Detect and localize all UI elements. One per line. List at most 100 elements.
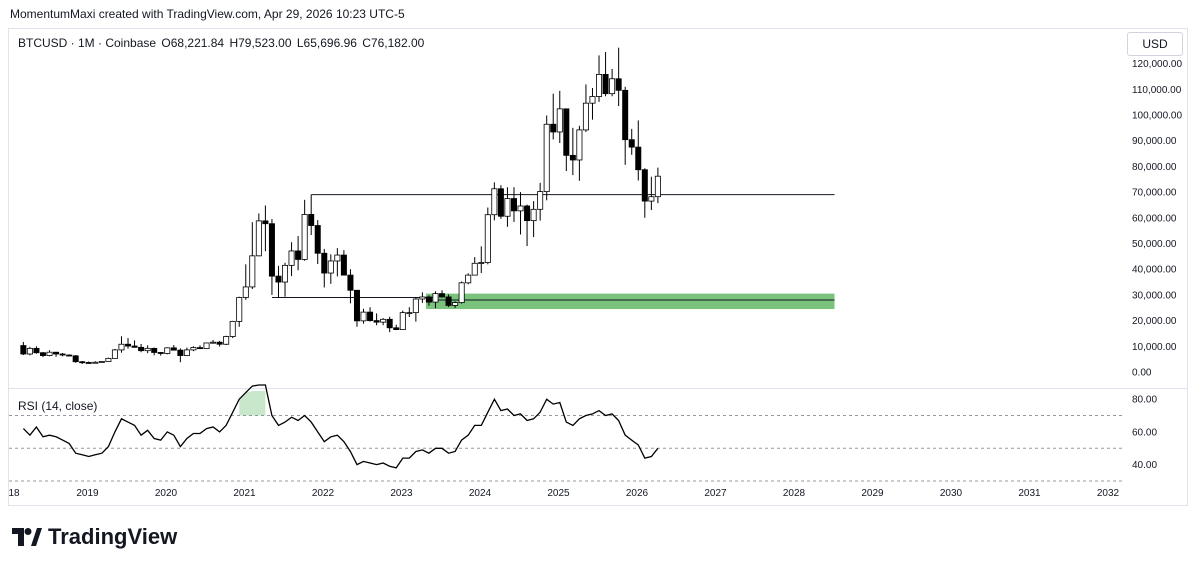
candle-body[interactable] bbox=[282, 264, 289, 283]
candle-body[interactable] bbox=[66, 354, 73, 357]
candle-body[interactable] bbox=[530, 208, 537, 222]
candle-body[interactable] bbox=[380, 318, 387, 323]
candle-body[interactable] bbox=[255, 220, 262, 257]
candle-body[interactable] bbox=[190, 347, 197, 351]
candle-body[interactable] bbox=[504, 198, 511, 217]
candle-body[interactable] bbox=[314, 225, 321, 254]
candle-body[interactable] bbox=[138, 346, 145, 352]
candle-body[interactable] bbox=[556, 108, 563, 133]
candle-body[interactable] bbox=[249, 255, 256, 288]
candle-body[interactable] bbox=[157, 352, 164, 354]
candle-body[interactable] bbox=[144, 347, 151, 352]
candle-body[interactable] bbox=[151, 347, 158, 353]
candle-body[interactable] bbox=[628, 139, 635, 148]
candle-body[interactable] bbox=[471, 262, 478, 276]
candle-body[interactable] bbox=[569, 154, 576, 161]
candle-body[interactable] bbox=[216, 341, 223, 345]
candle-body[interactable] bbox=[399, 312, 406, 330]
candle-body[interactable] bbox=[491, 188, 498, 216]
candle-body[interactable] bbox=[196, 347, 203, 350]
candle-body[interactable] bbox=[347, 274, 354, 291]
candle-body[interactable] bbox=[229, 320, 236, 337]
candle-body[interactable] bbox=[79, 361, 86, 364]
symbol-label[interactable]: BTCUSD · 1M · Coinbase bbox=[18, 36, 157, 50]
candle-body[interactable] bbox=[439, 293, 446, 298]
candle-body[interactable] bbox=[432, 293, 439, 303]
candle-body[interactable] bbox=[268, 223, 275, 277]
candle-body[interactable] bbox=[648, 196, 655, 202]
candle-body[interactable] bbox=[543, 123, 550, 192]
candle-body[interactable] bbox=[576, 129, 583, 161]
candle-body[interactable] bbox=[170, 347, 177, 351]
candle-body[interactable] bbox=[223, 336, 230, 345]
candle-body[interactable] bbox=[125, 343, 132, 347]
candle-body[interactable] bbox=[59, 353, 66, 356]
candle-body[interactable] bbox=[550, 123, 557, 133]
candle-body[interactable] bbox=[412, 298, 419, 314]
candle-body[interactable] bbox=[609, 78, 616, 95]
candle-body[interactable] bbox=[484, 214, 491, 263]
candle-body[interactable] bbox=[360, 311, 367, 322]
candle-body[interactable] bbox=[164, 347, 171, 354]
candle-body[interactable] bbox=[92, 361, 99, 364]
candle-body[interactable] bbox=[406, 312, 413, 315]
rsi-indicator-label[interactable]: RSI (14, close) bbox=[18, 399, 98, 413]
candle-body[interactable] bbox=[72, 355, 79, 363]
candle-body[interactable] bbox=[582, 102, 589, 131]
candle-body[interactable] bbox=[452, 302, 459, 306]
candle-body[interactable] bbox=[242, 286, 249, 298]
candle-body[interactable] bbox=[203, 342, 210, 350]
candle-body[interactable] bbox=[393, 327, 400, 330]
candle-body[interactable] bbox=[85, 362, 92, 364]
currency-button[interactable]: USD bbox=[1127, 32, 1183, 56]
candle-body[interactable] bbox=[465, 274, 472, 284]
candle-body[interactable] bbox=[497, 188, 504, 217]
candle-body[interactable] bbox=[537, 191, 544, 210]
candle-body[interactable] bbox=[327, 260, 334, 274]
candle-body[interactable] bbox=[308, 214, 315, 226]
candle-body[interactable] bbox=[386, 318, 393, 329]
candle-body[interactable] bbox=[367, 311, 374, 321]
support-zone[interactable] bbox=[425, 293, 835, 310]
candle-body[interactable] bbox=[478, 262, 485, 264]
candle-body[interactable] bbox=[334, 254, 341, 262]
candle-body[interactable] bbox=[563, 108, 570, 156]
candle-body[interactable] bbox=[654, 175, 661, 198]
candle-body[interactable] bbox=[596, 73, 603, 97]
candle-body[interactable] bbox=[236, 297, 243, 322]
candle-body[interactable] bbox=[98, 361, 105, 363]
candle-body[interactable] bbox=[275, 275, 282, 283]
candle-body[interactable] bbox=[26, 347, 33, 355]
candle-body[interactable] bbox=[524, 205, 531, 222]
candle-body[interactable] bbox=[425, 296, 432, 303]
candle-body[interactable] bbox=[458, 282, 465, 304]
candle-body[interactable] bbox=[46, 351, 53, 356]
candle-body[interactable] bbox=[340, 254, 347, 276]
candle-body[interactable] bbox=[301, 214, 308, 260]
candle-body[interactable] bbox=[622, 89, 629, 141]
candle-body[interactable] bbox=[20, 345, 27, 355]
candle-body[interactable] bbox=[635, 146, 642, 171]
candle-body[interactable] bbox=[602, 73, 609, 95]
candle-body[interactable] bbox=[419, 296, 426, 300]
candle-body[interactable] bbox=[321, 252, 328, 274]
candle-body[interactable] bbox=[615, 78, 622, 91]
candle-body[interactable] bbox=[445, 296, 452, 306]
candle-body[interactable] bbox=[105, 357, 112, 362]
candle-body[interactable] bbox=[353, 289, 360, 322]
candle-body[interactable] bbox=[510, 198, 517, 212]
candle-body[interactable] bbox=[39, 352, 46, 356]
candle-body[interactable] bbox=[131, 345, 138, 348]
candle-body[interactable] bbox=[53, 351, 60, 355]
candle-body[interactable] bbox=[177, 349, 184, 356]
candle-body[interactable] bbox=[111, 349, 118, 359]
candle-body[interactable] bbox=[589, 96, 596, 104]
candle-body[interactable] bbox=[262, 220, 269, 225]
candle-body[interactable] bbox=[118, 343, 125, 351]
candle-body[interactable] bbox=[641, 169, 648, 202]
candle-body[interactable] bbox=[295, 250, 302, 260]
candle-body[interactable] bbox=[210, 341, 217, 344]
tradingview-logo[interactable]: TradingView bbox=[12, 524, 177, 550]
rsi-series-line[interactable] bbox=[22, 384, 659, 469]
